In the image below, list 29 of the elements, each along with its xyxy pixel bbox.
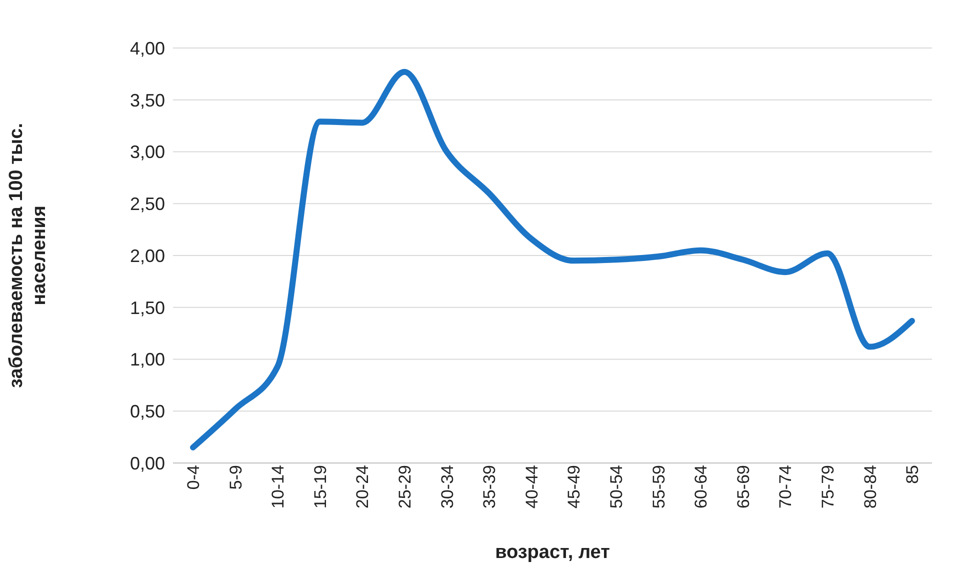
x-tick-label: 15-19: [310, 465, 330, 508]
x-tick-label: 5-9: [226, 465, 246, 490]
y-tick-label: 2,50: [130, 194, 165, 214]
y-tick-label: 1,00: [130, 350, 165, 370]
x-tick-label: 50-54: [607, 465, 626, 508]
y-axis-title: заболеваемость на 100 тыс. населения: [6, 123, 50, 388]
x-tick-label: 80-84: [860, 465, 880, 508]
x-tick-label: 35-39: [480, 465, 500, 508]
x-tick-label: 0-4: [184, 465, 204, 490]
y-tick-label: 3,50: [130, 90, 165, 110]
x-tick-label: 40-44: [522, 465, 542, 508]
x-tick-label: 10-14: [268, 465, 288, 508]
x-tick-label: 60-64: [692, 465, 711, 508]
x-tick-label: 25-29: [396, 465, 415, 508]
x-tick-label: 70-74: [776, 465, 796, 508]
x-tick-label: 85: [903, 465, 922, 484]
x-axis-title: возраст, лет: [495, 542, 610, 563]
x-tick-label: 55-59: [649, 465, 668, 508]
x-tick-label: 45-49: [564, 465, 584, 508]
x-tick-label: 20-24: [353, 465, 372, 508]
y-tick-label: 3,00: [130, 142, 165, 162]
y-tick-label: 1,50: [130, 298, 165, 318]
y-tick-label: 2,00: [130, 246, 165, 266]
x-tick-label: 75-79: [818, 465, 838, 508]
y-tick-label: 0,50: [130, 402, 165, 422]
x-tick-label: 30-34: [438, 465, 457, 508]
y-tick-label: 0,00: [130, 453, 165, 474]
y-tick-label: 4,00: [130, 38, 165, 58]
x-tick-label: 65-69: [734, 465, 753, 508]
